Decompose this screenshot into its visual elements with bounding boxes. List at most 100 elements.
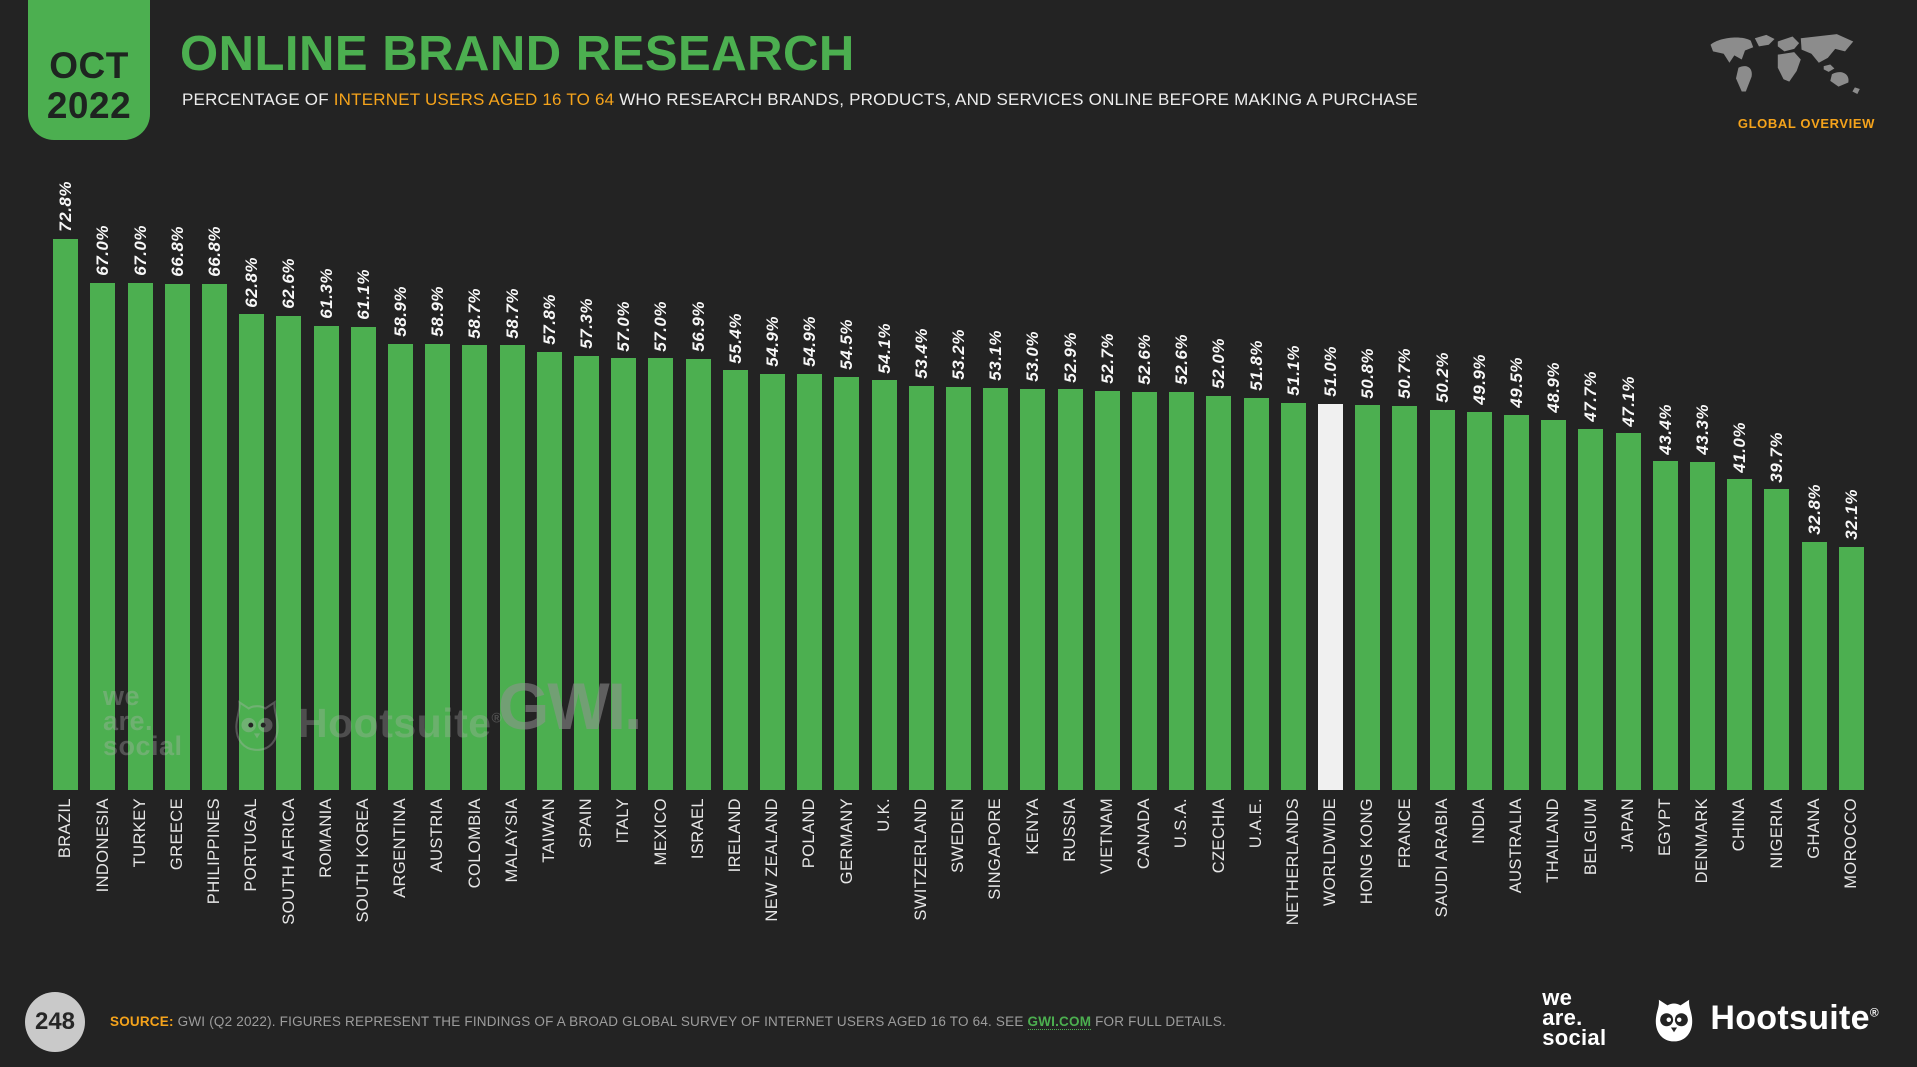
- bar-cell: 54.5%: [828, 172, 865, 790]
- bar-cell: 32.1%: [1833, 172, 1870, 790]
- bar-cell: 49.5%: [1498, 172, 1535, 790]
- country-label: CZECHIA: [1209, 798, 1228, 874]
- bar-cell: 39.7%: [1758, 172, 1795, 790]
- bar-germany: [834, 377, 860, 790]
- country-label: U.A.E.: [1246, 798, 1265, 849]
- bar-russia: [1057, 389, 1083, 790]
- date-month: OCT: [49, 45, 129, 87]
- gwi-link[interactable]: GWI.COM: [1027, 1014, 1092, 1030]
- bar-portugal: [239, 314, 265, 790]
- hootsuite-logo: Hootsuite®: [1648, 992, 1879, 1044]
- date-badge: OCT 2022: [28, 0, 150, 140]
- label-cell: NIGERIA: [1758, 798, 1795, 869]
- country-label: ITALY: [614, 798, 633, 844]
- bar-cell: 58.7%: [493, 172, 530, 790]
- label-cell: WORLDWIDE: [1312, 798, 1349, 906]
- bar-israel: [685, 359, 711, 790]
- bar-cell: 41.0%: [1721, 172, 1758, 790]
- bar-cell: 56.9%: [679, 172, 716, 790]
- bar-value-label: 57.8%: [539, 294, 559, 346]
- bar-china: [1727, 479, 1753, 790]
- country-label: SINGAPORE: [986, 798, 1005, 900]
- bar-czechia: [1206, 396, 1232, 790]
- label-cell: U.S.A.: [1163, 798, 1200, 848]
- bar-value-label: 62.6%: [279, 258, 299, 309]
- bar-cell: 67.0%: [121, 172, 158, 790]
- date-year: 2022: [46, 85, 132, 127]
- bar-cell: 52.6%: [1163, 172, 1200, 790]
- bar-value-label: 56.9%: [688, 301, 708, 352]
- bar-cell: 32.8%: [1796, 172, 1833, 790]
- bar-taiwan: [536, 352, 562, 790]
- country-label: THAILAND: [1544, 798, 1563, 883]
- label-cell: TAIWAN: [531, 798, 568, 863]
- bar-value-label: 62.8%: [242, 256, 262, 308]
- bar-value-label: 58.7%: [502, 287, 522, 339]
- label-cell: SOUTH KOREA: [345, 798, 382, 923]
- bar-value-label: 57.0%: [651, 300, 671, 352]
- country-label: MEXICO: [651, 798, 670, 866]
- label-cell: EGYPT: [1647, 798, 1684, 856]
- bar-value-label: 51.8%: [1246, 339, 1266, 391]
- bar-value-label: 51.0%: [1321, 346, 1340, 397]
- bar-cell: 48.9%: [1535, 172, 1572, 790]
- bar-vietnam: [1094, 390, 1120, 790]
- country-label: GHANA: [1804, 798, 1823, 859]
- bar-malaysia: [499, 345, 525, 790]
- bar-value-label: 52.7%: [1097, 333, 1117, 384]
- country-label: NEW ZEALAND: [763, 798, 782, 922]
- bar-cell: 52.6%: [1126, 172, 1163, 790]
- bar-kenya: [1020, 388, 1046, 790]
- bar-cell: 54.9%: [754, 172, 791, 790]
- country-label: KENYA: [1023, 798, 1042, 855]
- label-cell: GREECE: [159, 798, 196, 870]
- global-overview-block: GLOBAL OVERVIEW: [1697, 30, 1875, 131]
- label-cell: FRANCE: [1386, 798, 1423, 868]
- bar-cell: 61.3%: [307, 172, 344, 790]
- bar-singapore: [983, 387, 1009, 790]
- label-cell: SPAIN: [568, 798, 605, 848]
- bar-italy: [611, 358, 637, 790]
- bar-cell: 53.0%: [1014, 172, 1051, 790]
- bar-cell: 50.8%: [1349, 172, 1386, 790]
- bar-austria: [425, 343, 451, 790]
- bar-value-label: 51.1%: [1283, 345, 1303, 396]
- bar-value-label: 50.7%: [1395, 348, 1415, 399]
- global-overview-label: GLOBAL OVERVIEW: [1737, 116, 1875, 131]
- world-map-icon: [1710, 34, 1860, 94]
- bar-cell: 58.7%: [456, 172, 493, 790]
- bar-value-label: 67.0%: [130, 224, 150, 276]
- country-label: SWITZERLAND: [912, 798, 931, 921]
- bar-value-label: 57.3%: [576, 298, 596, 349]
- label-cell: U.K.: [865, 798, 902, 832]
- bar-value-label: 43.4%: [1655, 403, 1675, 455]
- hootsuite-logo-text: Hootsuite®: [1710, 998, 1879, 1037]
- country-label: NIGERIA: [1767, 798, 1786, 869]
- bar-value-label: 66.8%: [167, 226, 187, 277]
- label-cell: SINGAPORE: [977, 798, 1014, 900]
- label-cell: GHANA: [1796, 798, 1833, 859]
- source-label: SOURCE:: [110, 1014, 174, 1029]
- source-text: GWI (Q2 2022). FIGURES REPRESENT THE FIN…: [177, 1014, 1028, 1029]
- was-logo-line2: are.: [1542, 1005, 1583, 1031]
- bar-switzerland: [908, 385, 934, 790]
- label-cell: INDIA: [1461, 798, 1498, 844]
- bar-france: [1392, 405, 1418, 790]
- bar-cell: 61.1%: [345, 172, 382, 790]
- label-cell: AUSTRIA: [419, 798, 456, 872]
- label-cell: COLOMBIA: [456, 798, 493, 888]
- bar-chart: 72.8% 67.0% 67.0% 66.8% 66.8% 62.8% 62.6% 61.3%…: [47, 172, 1870, 790]
- country-label: EGYPT: [1656, 798, 1675, 856]
- label-cell: NETHERLANDS: [1275, 798, 1312, 925]
- bar-value-label: 66.8%: [204, 226, 224, 277]
- country-label: SPAIN: [577, 798, 596, 849]
- label-cell: GERMANY: [828, 798, 865, 884]
- bar-value-label: 61.3%: [316, 267, 336, 319]
- bar-india: [1466, 412, 1492, 790]
- country-label: GERMANY: [837, 798, 856, 885]
- country-label: JAPAN: [1618, 798, 1637, 852]
- country-label: IRELAND: [726, 798, 744, 873]
- label-cell: VIETNAM: [1089, 798, 1126, 874]
- bar-cell: 66.8%: [196, 172, 233, 790]
- bar-poland: [797, 374, 823, 790]
